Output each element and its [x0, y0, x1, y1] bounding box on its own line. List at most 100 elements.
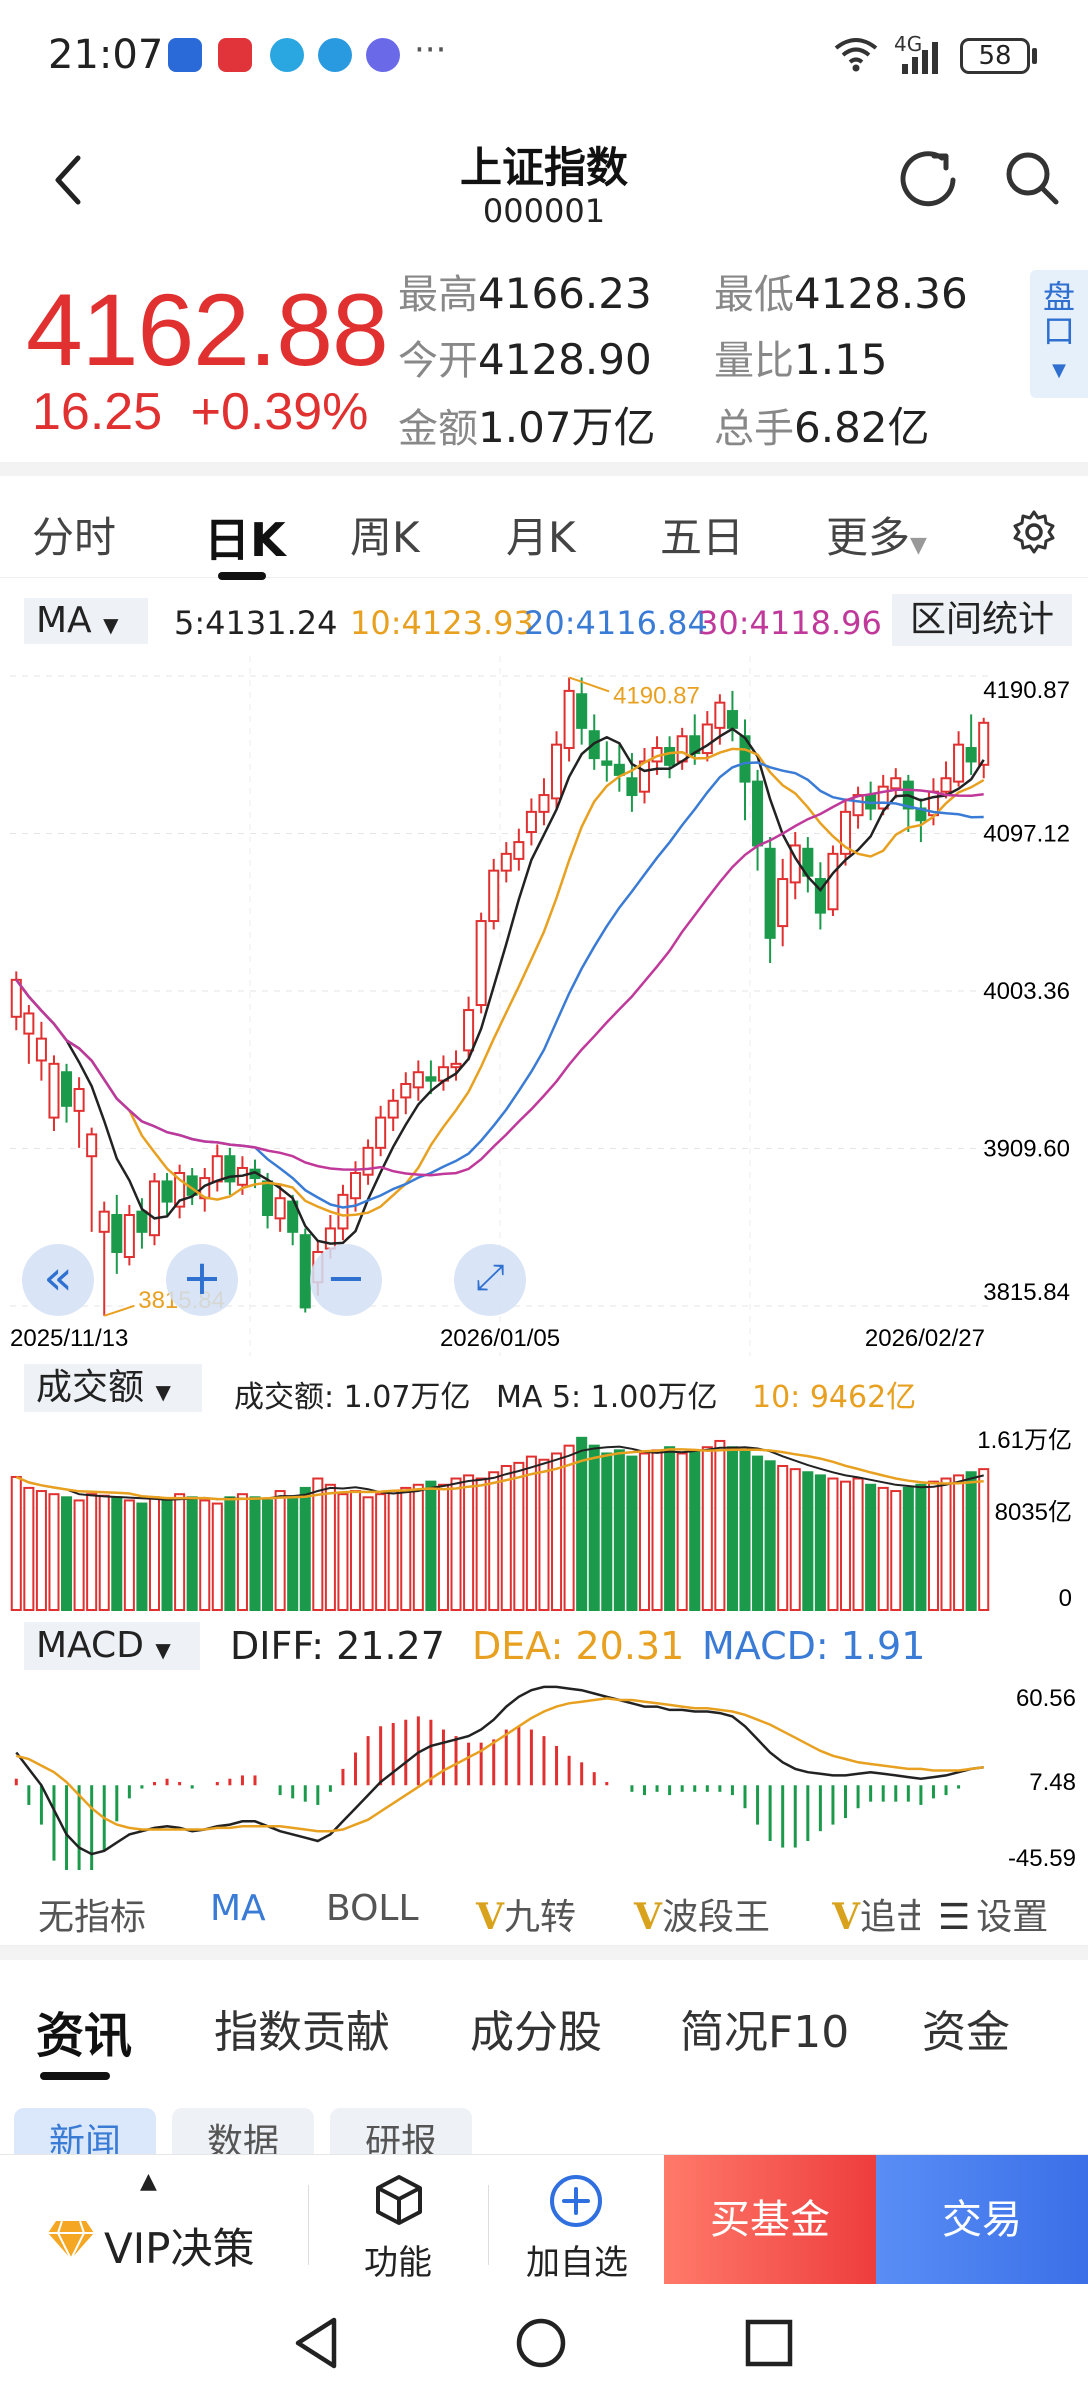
refresh-icon[interactable] — [896, 146, 960, 210]
battery-icon: 58 — [960, 38, 1030, 74]
tab-constituents[interactable]: 成分股 — [470, 2007, 602, 2058]
volume-chart[interactable]: 1.61万亿 8035亿 0 — [10, 1420, 1080, 1612]
add-watchlist-button[interactable]: 加自选 — [490, 2155, 664, 2285]
volume-bar — [965, 1471, 977, 1612]
collapse-left-button[interactable]: « — [22, 1244, 94, 1316]
indicator-settings[interactable]: ☰ 设置 — [934, 1888, 1049, 1940]
indicator-none[interactable]: 无指标 — [38, 1897, 147, 1938]
macd-value: MACD: 1.91 — [702, 1624, 926, 1668]
change-value: 16.25 — [32, 383, 163, 441]
stat-label: 量比 — [714, 338, 794, 384]
volume-bar — [701, 1446, 713, 1611]
volume-bar — [375, 1493, 387, 1611]
candle — [814, 878, 826, 914]
ma-selector[interactable]: MA ▼ — [24, 598, 148, 644]
tab-intraday[interactable]: 分时 — [32, 513, 117, 562]
chevron-down-icon: ▼ — [910, 533, 927, 558]
ma30-value: 30:4118.96 — [698, 604, 882, 642]
y-tick-label: 3815.84 — [983, 1279, 1070, 1306]
app-notification-icon — [218, 38, 252, 72]
y-tick-label: 3909.60 — [983, 1135, 1070, 1162]
stat-value: 4166.23 — [478, 269, 652, 318]
volume-bar — [425, 1480, 437, 1611]
ma10-value: 10:4123.93 — [350, 604, 534, 642]
candle — [965, 747, 977, 763]
candlestick-chart[interactable]: 4190.87 4097.12 4003.36 3909.60 3815.84 4190.… — [10, 656, 1080, 1356]
candle — [61, 1071, 73, 1107]
sliders-icon: ☰ — [938, 1897, 971, 1938]
y-tick-label: -45.59 — [1008, 1845, 1076, 1870]
nav-home-icon[interactable] — [514, 2316, 568, 2370]
function-button[interactable]: 功能 — [310, 2155, 486, 2285]
trade-button[interactable]: 交易 — [876, 2155, 1088, 2285]
buy-fund-button[interactable]: 买基金 — [664, 2155, 876, 2285]
system-nav-bar — [0, 2284, 1088, 2400]
volume-bar — [86, 1493, 98, 1611]
candle — [601, 760, 613, 766]
settings-label: 设置 — [976, 1897, 1049, 1938]
candle — [262, 1180, 274, 1217]
tab-five-day[interactable]: 五日 — [660, 513, 745, 562]
active-tab-indicator — [218, 572, 266, 580]
zoom-out-button[interactable]: − — [310, 1244, 382, 1316]
tab-overview-f10[interactable]: 简况F10 — [680, 2007, 850, 2058]
pankou-label: 盘口 — [1042, 278, 1075, 350]
chevron-up-icon: ▲ — [140, 2169, 157, 2194]
indicator-ma[interactable]: MA — [210, 1888, 266, 1929]
candle — [86, 1133, 98, 1158]
volume-bar — [262, 1499, 274, 1611]
tab-funds[interactable]: 资金 — [922, 2007, 1010, 2058]
candle — [362, 1146, 374, 1176]
stat-label: 今开 — [398, 338, 478, 384]
y-tick-label: 7.48 — [1029, 1769, 1076, 1796]
candle — [23, 1012, 35, 1035]
range-stats-button[interactable]: 区间统计 — [892, 594, 1072, 646]
nav-recents-icon[interactable] — [744, 2318, 794, 2368]
candle — [425, 1076, 437, 1082]
indicator-chase[interactable]: V追击 — [832, 1888, 920, 1940]
volume-bar — [978, 1468, 990, 1612]
tab-index-contribution[interactable]: 指数贡献 — [214, 2007, 390, 2058]
divider — [488, 2185, 489, 2265]
volume-selector[interactable]: 成交额 ▼ — [24, 1364, 202, 1412]
macd-selector[interactable]: MACD ▼ — [24, 1622, 200, 1670]
volume-bar — [362, 1496, 374, 1611]
fullscreen-button[interactable]: ⤢ — [454, 1244, 526, 1316]
indicator-boll[interactable]: BOLL — [326, 1888, 419, 1929]
status-bar: 21:07 ··· 4G 58 — [0, 0, 1088, 110]
indicator-wave-king[interactable]: V波段王 — [634, 1888, 770, 1940]
nav-back-icon[interactable] — [290, 2314, 342, 2372]
tab-more[interactable]: 更多▼ — [826, 504, 927, 565]
volume-bar — [525, 1455, 537, 1612]
macd-chart[interactable]: 60.56 7.48 -45.59 — [10, 1676, 1080, 1870]
tab-news[interactable]: 资讯 — [36, 2008, 133, 2064]
volume-bar — [236, 1493, 248, 1611]
divider — [0, 462, 1088, 476]
volume-bar — [500, 1465, 512, 1611]
back-icon[interactable] — [48, 150, 88, 210]
candle — [839, 810, 852, 855]
period-tabs: 分时 日K 周K 月K 五日 更多▼ — [0, 478, 1088, 580]
volume-bar — [789, 1468, 801, 1612]
indicator-bar: 无指标 MA BOLL V九转 V波段王 V追击 ☰ 设置 — [0, 1874, 1088, 1946]
stat-label: 总手 — [714, 406, 794, 452]
y-tick-label: 1.61万亿 — [977, 1427, 1072, 1454]
battery-level: 58 — [978, 41, 1012, 71]
volume-bar — [827, 1477, 839, 1611]
gear-icon[interactable] — [1010, 508, 1058, 556]
candle — [148, 1180, 161, 1237]
search-icon[interactable] — [1000, 146, 1064, 210]
indicator-nine-turn[interactable]: V九转 — [476, 1888, 576, 1940]
candle — [576, 693, 588, 729]
candle — [412, 1071, 424, 1089]
volume-bar — [488, 1471, 500, 1612]
tab-daily-k[interactable]: 日K — [204, 513, 286, 567]
vip-decision-button[interactable]: ▲ VIP决策 — [0, 2155, 306, 2285]
volume-bar — [764, 1460, 776, 1611]
tab-monthly-k[interactable]: 月K — [506, 513, 576, 562]
volume-bar — [249, 1496, 261, 1611]
zoom-in-button[interactable]: + — [166, 1244, 238, 1316]
pankou-button[interactable]: 盘口 ▼ — [1030, 270, 1088, 398]
page-title: 上证指数 — [459, 143, 628, 192]
tab-weekly-k[interactable]: 周K — [350, 513, 420, 562]
